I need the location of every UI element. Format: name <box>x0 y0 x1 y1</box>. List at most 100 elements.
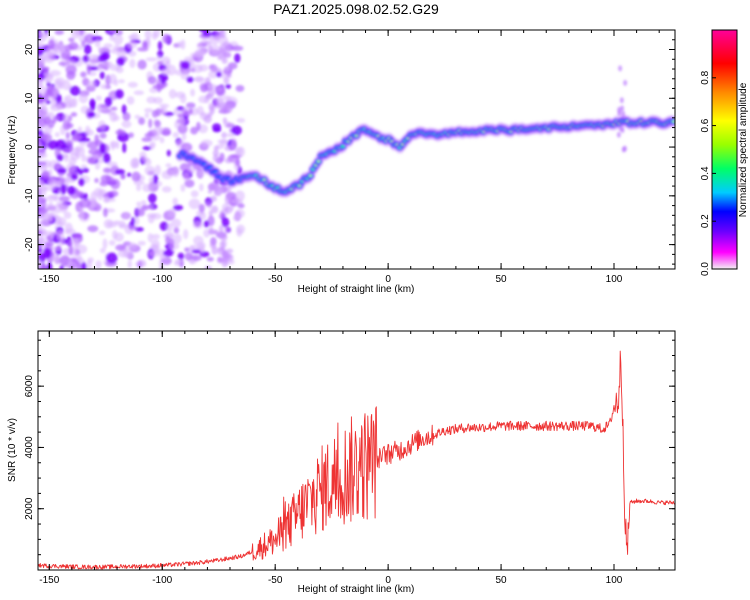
heatmap-cells <box>38 30 675 269</box>
heat-cell <box>91 35 103 42</box>
heat-cell <box>44 230 55 242</box>
heat-cell <box>148 176 153 185</box>
heat-cell <box>94 177 99 183</box>
heat-cell <box>75 253 82 263</box>
heat-cell <box>173 227 180 234</box>
heat-cell <box>148 193 157 204</box>
heat-cell <box>43 247 52 259</box>
heat-cell <box>148 118 153 129</box>
heat-cell <box>139 151 147 160</box>
heat-cell <box>172 131 179 138</box>
heat-cell <box>177 123 188 134</box>
heat-cell <box>95 95 102 101</box>
heat-cell <box>86 141 99 150</box>
heat-cell <box>68 37 75 42</box>
heat-cell <box>226 72 231 78</box>
heat-cell <box>47 211 55 218</box>
colorbar-axis: 0.0 0.2 0.4 0.6 0.8 <box>700 29 738 276</box>
x-tick-label: -100 <box>152 274 172 285</box>
heat-cell <box>145 57 158 62</box>
heat-cell <box>224 145 236 152</box>
chart-title: PAZ1.2025.098.02.52.G29 <box>273 1 439 17</box>
heat-cell <box>84 33 96 44</box>
colorbar-tick-label: 0.0 <box>700 262 711 276</box>
heat-cell <box>181 132 187 141</box>
heat-cell <box>109 64 121 71</box>
heat-cell <box>134 227 144 232</box>
heat-cell <box>83 44 92 55</box>
heat-cell <box>212 149 220 157</box>
heat-cell <box>99 180 108 187</box>
colorbar-gradient <box>712 30 737 269</box>
heat-cell <box>78 168 84 176</box>
heat-cell <box>235 159 241 167</box>
heat-cell <box>68 99 76 108</box>
heat-cell <box>672 120 675 123</box>
heat-cell <box>223 76 230 85</box>
heat-cell <box>106 161 118 167</box>
heat-cell <box>128 132 134 139</box>
heat-cell <box>63 211 72 219</box>
heat-cell <box>50 246 62 251</box>
heat-cell <box>221 132 227 139</box>
heat-cell <box>122 142 127 153</box>
heat-cell <box>619 97 624 104</box>
heat-cell <box>216 71 222 78</box>
heat-cell <box>47 140 59 150</box>
heat-cell <box>70 112 78 117</box>
heat-cell <box>196 49 207 57</box>
heat-cell <box>223 41 231 48</box>
heat-cell <box>86 259 93 269</box>
heat-cell <box>112 230 118 240</box>
heat-cell <box>82 55 90 63</box>
heat-cell <box>115 129 126 136</box>
heat-cell <box>90 202 99 208</box>
heat-cell <box>207 44 213 53</box>
heat-cell <box>159 254 167 260</box>
snr-frame <box>37 330 676 571</box>
heat-cell <box>89 98 96 107</box>
heat-cell <box>38 78 44 89</box>
heat-cell <box>223 65 231 72</box>
snr-y-label: SNR (10 * v/v) <box>7 418 18 482</box>
heat-cell <box>123 248 133 259</box>
heat-cell <box>211 205 219 214</box>
heat-cell <box>225 192 234 201</box>
heat-cell <box>59 202 68 214</box>
heat-cell <box>198 64 209 72</box>
heat-cell <box>180 184 186 192</box>
heat-cell <box>54 30 65 35</box>
heat-cell <box>142 145 152 151</box>
heat-cell <box>168 208 177 218</box>
heat-cell <box>223 95 232 101</box>
y-tick-label: -20 <box>24 237 35 252</box>
heat-cell <box>94 39 101 48</box>
heat-cell <box>225 84 232 89</box>
heat-cell <box>137 259 147 267</box>
heat-cell <box>60 184 67 195</box>
heat-cell <box>108 190 119 197</box>
heat-cell <box>159 265 165 269</box>
heat-cell <box>208 70 218 79</box>
heat-cell <box>230 199 241 204</box>
heat-cell <box>156 55 162 61</box>
heat-cell <box>105 252 118 264</box>
heat-cell <box>59 255 71 267</box>
heat-cell <box>212 101 220 109</box>
heat-cell <box>94 134 100 144</box>
heat-cell <box>102 152 111 164</box>
heat-cell <box>144 165 156 176</box>
heat-cell <box>86 64 91 75</box>
heat-cell <box>130 216 136 226</box>
heat-cell <box>236 224 246 234</box>
heat-cell <box>113 220 121 225</box>
heat-cell <box>237 203 245 209</box>
heat-cell <box>216 31 224 38</box>
colorbar-label: Normalized spectral amplitude <box>738 82 749 217</box>
heat-cell <box>62 79 71 91</box>
heat-cell <box>147 76 157 85</box>
heat-cell <box>131 157 140 167</box>
heat-cell <box>144 30 152 39</box>
heat-cell <box>38 260 43 269</box>
heat-cell <box>122 112 131 121</box>
